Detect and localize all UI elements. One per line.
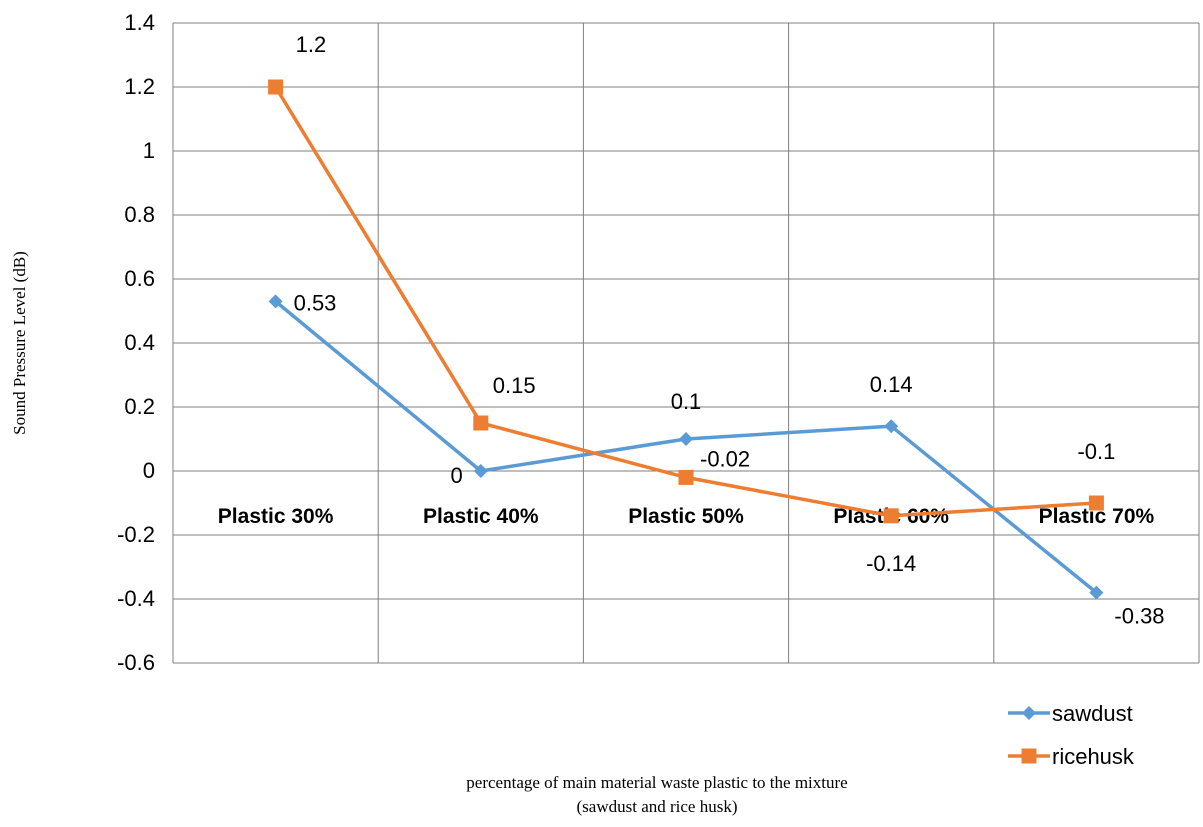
data-point-sawdust bbox=[1089, 585, 1104, 600]
y-tick-label: 1.4 bbox=[124, 10, 155, 35]
legend: sawdust ricehusk bbox=[1008, 701, 1135, 769]
data-point-sawdust bbox=[679, 432, 693, 446]
y-axis-ticks: -0.6 -0.4 -0.2 0 0.2 0.4 0.6 0.8 1 1.2 1.4 bbox=[117, 10, 155, 675]
y-tick-label: -0.2 bbox=[117, 522, 155, 547]
data-label-ricehusk: -0.14 bbox=[866, 551, 916, 576]
legend-marker-sawdust bbox=[1022, 706, 1036, 720]
data-label-sawdust: -0.38 bbox=[1114, 604, 1164, 629]
y-tick-label: 0.2 bbox=[124, 394, 155, 419]
y-tick-label: 0.6 bbox=[124, 266, 155, 291]
category-labels: Plastic 30% Plastic 40% Plastic 50% Plastic… bbox=[218, 505, 1155, 528]
y-axis-title: Sound Pressure Level (dB) bbox=[10, 251, 29, 435]
data-point-ricehusk bbox=[678, 469, 694, 485]
y-tick-label: 1 bbox=[143, 138, 155, 163]
data-label-sawdust: 0.53 bbox=[294, 290, 337, 315]
data-label-ricehusk: -0.02 bbox=[700, 446, 750, 471]
data-label-sawdust: 0.1 bbox=[671, 389, 702, 414]
data-label-ricehusk: 0.15 bbox=[493, 373, 536, 398]
data-label-sawdust: 0 bbox=[451, 463, 463, 488]
data-point-ricehusk bbox=[1088, 495, 1104, 511]
legend-marker-ricehusk bbox=[1021, 748, 1037, 764]
y-tick-label: 0.4 bbox=[124, 330, 155, 355]
data-point-ricehusk bbox=[883, 508, 899, 524]
data-point-ricehusk bbox=[268, 79, 284, 95]
data-label-sawdust: 0.14 bbox=[870, 372, 913, 397]
data-point-sawdust bbox=[473, 464, 488, 478]
series-markers bbox=[268, 79, 1104, 600]
data-point-sawdust bbox=[268, 294, 283, 309]
y-tick-label: 0 bbox=[143, 458, 155, 483]
y-tick-label: 0.8 bbox=[124, 202, 155, 227]
category-label: Plastic 50% bbox=[628, 505, 744, 528]
series-line-sawdust bbox=[274, 300, 1098, 594]
data-label-ricehusk: -0.1 bbox=[1077, 439, 1115, 464]
data-point-sawdust bbox=[884, 419, 899, 434]
data-point-ricehusk bbox=[473, 415, 489, 431]
data-label-ricehusk: 1.2 bbox=[296, 32, 327, 57]
category-label: Plastic 30% bbox=[218, 505, 334, 528]
y-tick-label: -0.6 bbox=[117, 650, 155, 675]
y-tick-label: 1.2 bbox=[124, 74, 155, 99]
grid-lines bbox=[172, 22, 1200, 664]
y-tick-label: -0.4 bbox=[117, 586, 155, 611]
data-labels: 0.53 0 0.1 0.14 -0.38 1.2 0.15 -0.02 -0.14 -0.1 bbox=[294, 32, 1165, 629]
x-axis-title-line2: (sawdust and rice husk) bbox=[577, 797, 738, 816]
legend-label-ricehusk: ricehusk bbox=[1052, 744, 1135, 769]
category-label: Plastic 40% bbox=[423, 505, 539, 528]
legend-label-sawdust: sawdust bbox=[1052, 701, 1133, 726]
category-label: Plastic 70% bbox=[1039, 505, 1155, 528]
x-axis-title-line1: percentage of main material waste plasti… bbox=[466, 773, 847, 792]
